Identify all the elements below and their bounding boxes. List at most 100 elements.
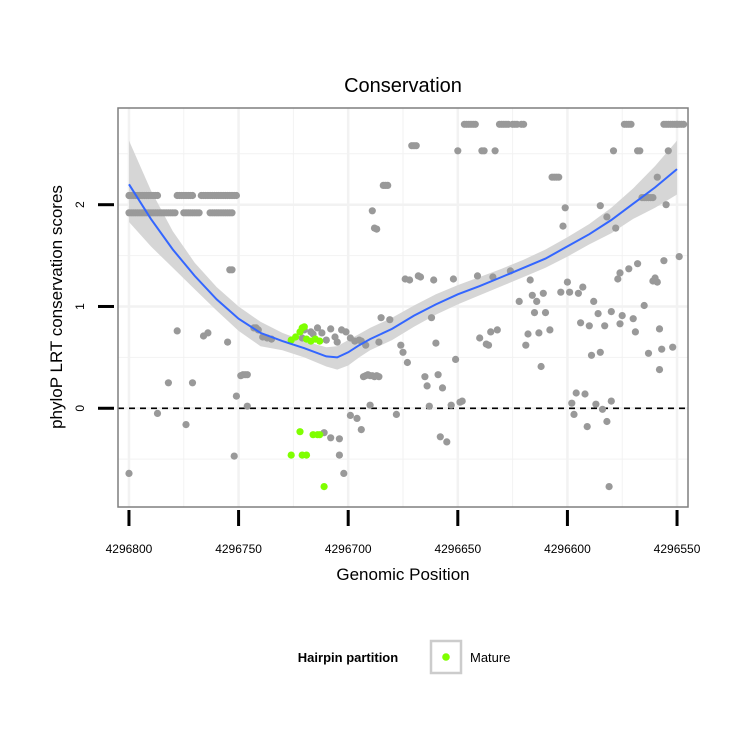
point-other: [153, 409, 162, 417]
y-axis-title: phyloP LRT conservation scores: [47, 185, 66, 429]
point-other: [520, 120, 528, 128]
point-other: [399, 348, 407, 356]
point-other: [491, 147, 499, 155]
point-other: [454, 147, 462, 155]
point-other: [577, 319, 585, 327]
point-mature: [316, 431, 324, 439]
point-other: [436, 433, 444, 441]
point-other: [368, 207, 376, 215]
point-other: [579, 283, 587, 291]
point-other: [581, 390, 589, 398]
point-other: [432, 339, 440, 347]
y-tick-label: 0: [73, 405, 87, 412]
point-mature: [302, 451, 311, 459]
point-other: [524, 330, 532, 338]
point-mature: [296, 428, 304, 436]
point-other: [614, 275, 622, 283]
point-other: [528, 291, 536, 299]
point-other: [403, 358, 411, 367]
point-other: [526, 276, 534, 284]
point-other: [392, 410, 400, 418]
point-other: [416, 273, 425, 281]
point-other: [425, 402, 433, 410]
point-other: [596, 348, 604, 356]
point-other: [636, 147, 644, 155]
point-other: [570, 410, 578, 418]
point-other: [535, 329, 543, 337]
point-other: [487, 328, 495, 336]
point-other: [423, 382, 431, 390]
point-other: [232, 191, 240, 200]
point-other: [377, 314, 385, 322]
point-other: [318, 329, 326, 337]
point-other: [612, 224, 620, 232]
data-points: [125, 120, 688, 491]
point-other: [563, 278, 572, 286]
point-other: [673, 120, 681, 128]
smooth-curve: [128, 168, 678, 359]
point-other: [476, 334, 484, 342]
x-tick-label: 4296650: [434, 542, 481, 556]
point-other: [452, 355, 460, 363]
point-other: [421, 373, 429, 381]
point-other: [333, 338, 341, 346]
point-other: [594, 310, 602, 318]
x-tick-label: 4296600: [544, 542, 591, 556]
point-other: [164, 379, 172, 387]
point-other: [153, 191, 162, 200]
point-other: [489, 273, 497, 281]
point-other: [471, 120, 479, 128]
point-other: [627, 120, 635, 128]
point-other: [346, 411, 354, 419]
x-tick-label: 4296750: [215, 542, 262, 556]
point-other: [335, 435, 343, 443]
legend-label-mature: Mature: [470, 650, 510, 665]
point-other: [607, 308, 615, 316]
point-other: [447, 401, 455, 409]
point-other: [618, 312, 626, 320]
point-other: [228, 266, 236, 274]
point-other: [182, 421, 190, 429]
x-tick-label: 4296800: [106, 542, 153, 556]
point-other: [375, 373, 383, 381]
point-other: [366, 401, 374, 409]
point-other: [616, 320, 624, 328]
legend-key-mature: [442, 653, 450, 661]
point-other: [675, 253, 683, 261]
point-other: [204, 329, 212, 337]
point-other: [596, 202, 604, 210]
point-other: [195, 209, 203, 217]
point-other: [188, 191, 197, 200]
legend-key-box: [429, 639, 463, 675]
point-other: [243, 371, 251, 379]
point-other: [546, 326, 554, 334]
point-other: [335, 451, 343, 459]
point-other: [653, 173, 661, 181]
point-other: [625, 265, 633, 273]
point-other: [515, 297, 523, 305]
point-mature: [316, 337, 324, 345]
point-other: [171, 209, 179, 217]
point-other: [484, 341, 493, 349]
point-other: [327, 325, 335, 333]
point-other: [559, 222, 567, 230]
point-mature: [292, 333, 300, 341]
point-other: [609, 147, 618, 155]
x-axis-ticks: 4296800 4296750 4296700 4296650 4296600 42965…: [106, 510, 701, 556]
point-other: [533, 297, 541, 305]
point-other: [574, 289, 583, 297]
point-other: [634, 260, 642, 268]
point-other: [583, 423, 591, 431]
point-other: [629, 315, 637, 323]
point-other: [655, 366, 664, 374]
point-other: [173, 327, 181, 335]
point-other: [224, 338, 232, 346]
point-other: [572, 389, 580, 397]
point-other: [230, 452, 238, 460]
point-other: [427, 314, 436, 322]
point-other: [438, 384, 447, 392]
point-other: [568, 399, 576, 407]
point-other: [603, 213, 611, 221]
point-other: [658, 345, 666, 353]
point-other: [601, 322, 609, 330]
